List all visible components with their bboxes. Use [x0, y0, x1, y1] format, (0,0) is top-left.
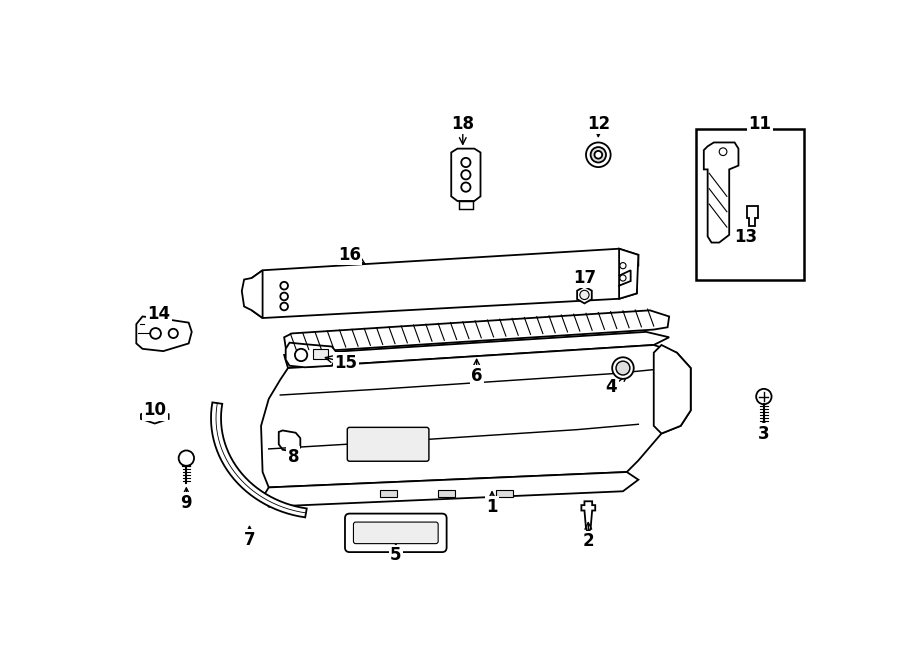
Bar [496, 490, 513, 496]
Text: 11: 11 [749, 115, 771, 133]
Circle shape [580, 290, 590, 299]
Polygon shape [581, 501, 595, 533]
Polygon shape [263, 472, 638, 507]
Circle shape [590, 147, 606, 163]
Polygon shape [141, 408, 168, 424]
Circle shape [616, 361, 630, 375]
Text: 3: 3 [758, 424, 770, 442]
FancyBboxPatch shape [345, 514, 446, 552]
Text: 6: 6 [471, 367, 482, 385]
Text: 5: 5 [390, 546, 401, 564]
Circle shape [461, 158, 471, 167]
Text: 12: 12 [587, 115, 610, 133]
Text: 1: 1 [486, 498, 498, 516]
Circle shape [756, 389, 771, 405]
Polygon shape [747, 206, 758, 225]
Polygon shape [619, 249, 638, 299]
Polygon shape [279, 430, 301, 452]
Circle shape [612, 358, 634, 379]
Text: 9: 9 [181, 494, 193, 512]
Circle shape [280, 282, 288, 290]
Circle shape [280, 303, 288, 310]
FancyBboxPatch shape [347, 428, 429, 461]
Polygon shape [284, 310, 669, 353]
Polygon shape [451, 149, 481, 201]
Circle shape [620, 262, 626, 269]
Polygon shape [577, 286, 592, 303]
Circle shape [179, 450, 194, 466]
Text: 7: 7 [244, 531, 256, 549]
Circle shape [461, 182, 471, 192]
Text: 17: 17 [573, 269, 596, 287]
Polygon shape [261, 345, 690, 487]
Bar [459, 201, 472, 209]
Circle shape [280, 293, 288, 300]
FancyBboxPatch shape [354, 522, 438, 543]
Text: 10: 10 [143, 401, 166, 420]
Text: 14: 14 [147, 305, 170, 323]
Polygon shape [704, 143, 738, 243]
Bar [696, 130, 804, 280]
Bar [312, 349, 328, 359]
Polygon shape [284, 332, 669, 368]
Polygon shape [242, 270, 263, 318]
Polygon shape [136, 317, 192, 351]
Circle shape [150, 328, 161, 339]
Polygon shape [653, 345, 690, 434]
Polygon shape [252, 249, 638, 318]
Text: 8: 8 [288, 447, 299, 465]
Text: 13: 13 [734, 228, 758, 246]
Circle shape [595, 151, 602, 159]
Text: 2: 2 [582, 532, 594, 551]
Text: 4: 4 [606, 378, 617, 397]
Bar [381, 490, 397, 496]
Text: 18: 18 [451, 115, 474, 133]
Bar [438, 490, 455, 496]
Circle shape [168, 329, 178, 338]
Polygon shape [285, 342, 338, 368]
Circle shape [620, 275, 626, 281]
Text: 15: 15 [334, 354, 357, 371]
Polygon shape [211, 403, 307, 518]
Circle shape [461, 170, 471, 179]
Circle shape [295, 349, 307, 361]
Circle shape [719, 148, 727, 155]
Text: 16: 16 [338, 246, 361, 264]
Circle shape [586, 143, 610, 167]
